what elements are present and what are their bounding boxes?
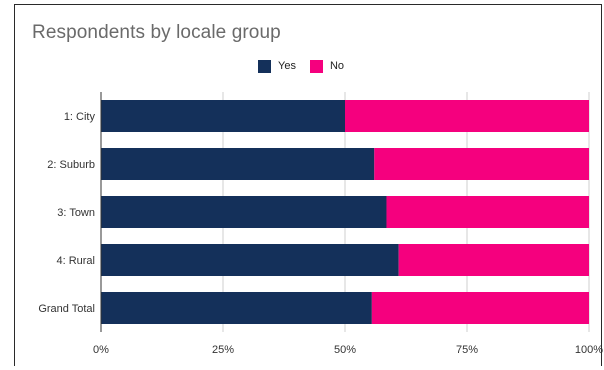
bar-yes-3 [101,196,387,228]
x-tick-label: 0% [93,344,109,356]
category-label: 1: City [64,111,96,123]
category-label: 3: Town [57,207,95,219]
bar-no-5 [371,292,589,324]
x-tick-label: 50% [334,344,356,356]
category-label: Grand Total [38,303,95,315]
legend-swatch-yes [258,59,271,73]
bar-no-1 [345,100,589,132]
bar-yes-2 [101,148,375,180]
legend-item-no: No [309,59,345,73]
legend-label-yes: Yes [278,60,296,72]
x-tick-label: 25% [212,344,234,356]
x-tick-label: 100% [575,344,603,356]
chart-title: Respondents by locale group [32,22,281,43]
bar-yes-4 [101,244,399,276]
legend-label-no: No [329,60,345,72]
x-tick-label: 75% [456,344,478,356]
bar-yes-5 [101,292,372,324]
bar-yes-1 [101,100,345,132]
category-label: 2: Suburb [47,159,95,171]
legend: Yes No [258,58,344,74]
bar-no-2 [374,148,589,180]
chart-frame [14,4,602,366]
category-label: 4: Rural [56,255,95,267]
bar-no-3 [386,196,589,228]
legend-item-yes: Yes [258,59,296,73]
bar-no-4 [398,244,589,276]
legend-swatch-no [309,59,323,73]
